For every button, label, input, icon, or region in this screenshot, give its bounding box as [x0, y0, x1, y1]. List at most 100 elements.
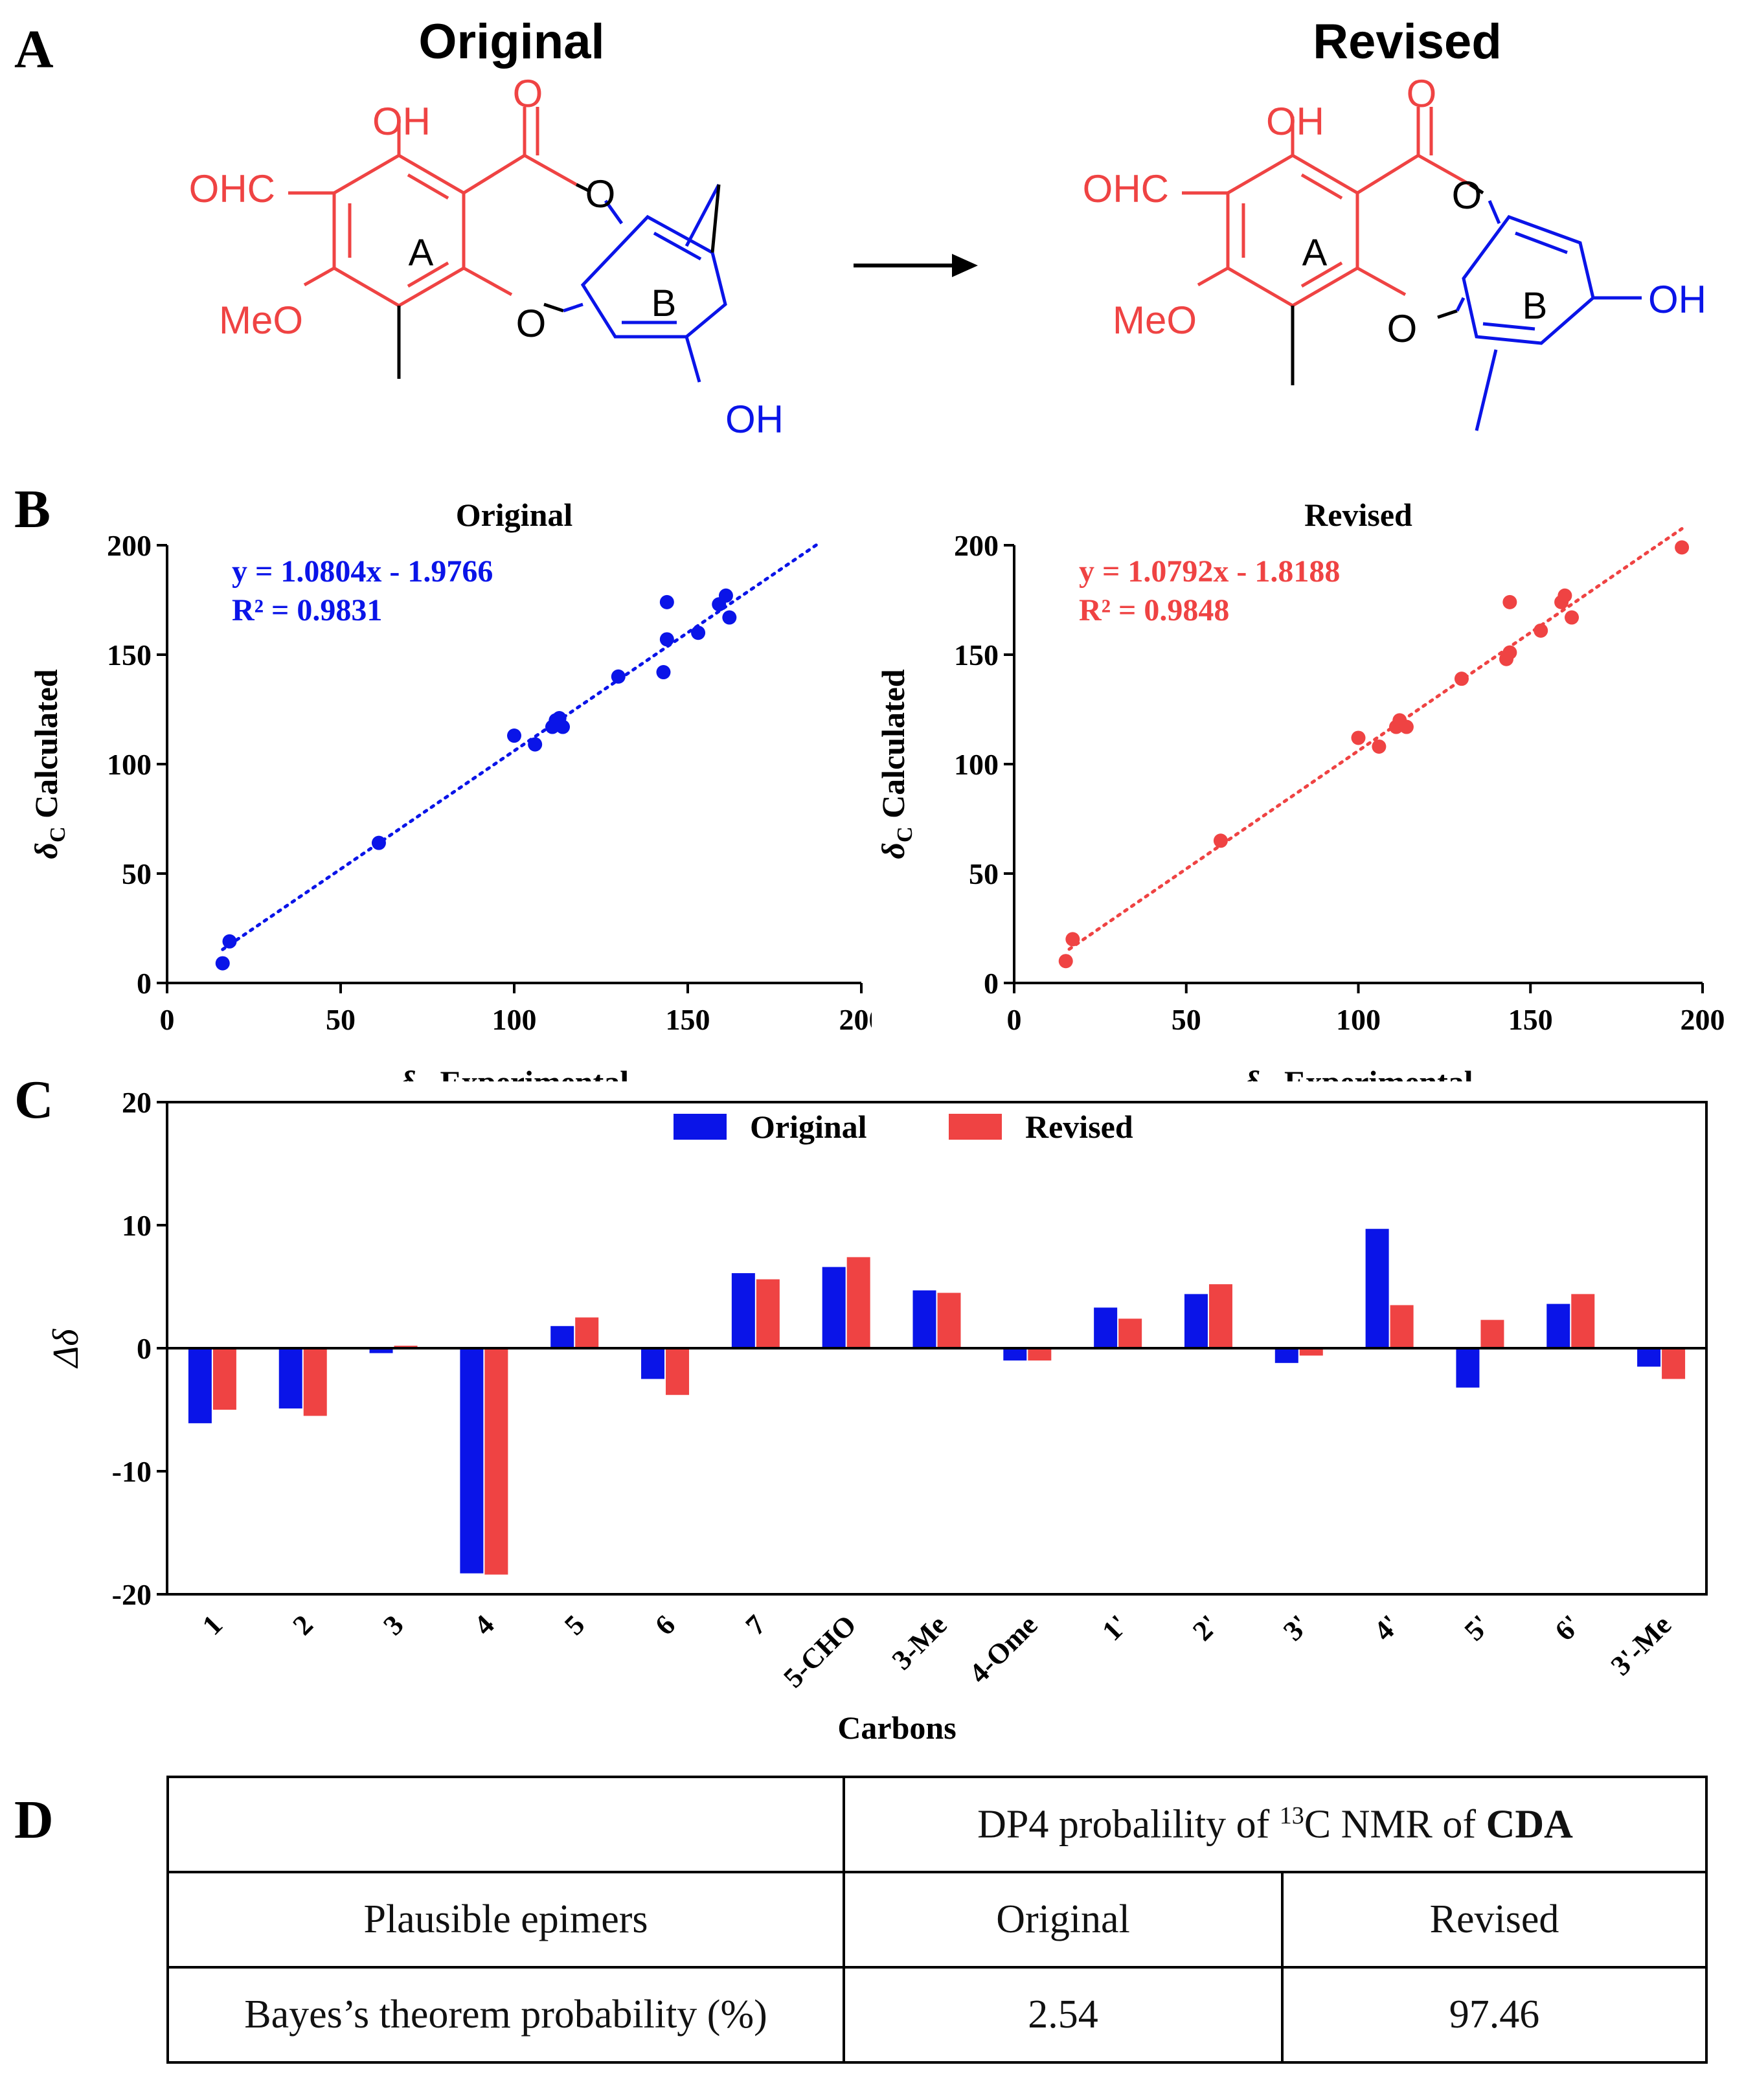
- table-row: Plausible epimers Original Revised: [166, 1871, 1708, 1969]
- bar: [188, 1348, 212, 1423]
- data-point: [1502, 594, 1517, 609]
- table-cell: Revised: [1281, 1871, 1708, 1969]
- x-tick-label: 2: [287, 1609, 319, 1641]
- trend-equation: y = 1.0792x - 1.8188: [1079, 554, 1340, 589]
- revised-oh-top: OH: [1266, 100, 1324, 143]
- bar: [822, 1267, 846, 1348]
- y-tick-label: 0: [137, 967, 152, 1000]
- revised-oh-right: OH: [1648, 278, 1706, 321]
- data-point: [1351, 730, 1366, 745]
- bar: [1118, 1318, 1142, 1348]
- y-tick-label: 50: [969, 857, 999, 890]
- axis-delta-symbol: δ: [400, 1064, 416, 1081]
- data-point: [222, 934, 237, 949]
- data-point: [659, 594, 674, 609]
- y-tick-label: 20: [122, 1086, 152, 1119]
- bar: [1662, 1348, 1686, 1379]
- table-header-row: DP4 probalility of 13C NMR of CDA: [166, 1776, 1708, 1873]
- original-ohc: OHC: [189, 167, 275, 210]
- bar: [212, 1348, 236, 1410]
- legend-swatch: [674, 1114, 727, 1140]
- data-point: [556, 719, 571, 734]
- data-point: [659, 632, 674, 647]
- original-ring-a: [288, 107, 578, 308]
- x-tick-label: 100: [1336, 1003, 1381, 1036]
- legend-label: Original: [750, 1109, 867, 1145]
- trend-line: [221, 543, 818, 951]
- legend-label: Revised: [1025, 1109, 1133, 1145]
- data-point: [718, 588, 733, 603]
- axis-delta-symbol: δ: [28, 842, 64, 859]
- axis-delta-symbol: δ: [1243, 1064, 1260, 1081]
- revised-ether-o: O: [1387, 307, 1418, 350]
- revised-ring-a: [1182, 107, 1471, 308]
- chart-title: Revised: [1304, 497, 1412, 533]
- x-tick-label: 3-Me: [886, 1609, 953, 1676]
- bar: [460, 1348, 484, 1574]
- data-point: [611, 669, 626, 684]
- y-tick-label: -10: [112, 1455, 152, 1488]
- x-tick-label: 1': [1096, 1609, 1134, 1647]
- panel-b-letter: B: [14, 479, 51, 539]
- x-tick-label: 5': [1458, 1609, 1497, 1647]
- bar: [1637, 1348, 1661, 1367]
- y-tick-label: 150: [954, 638, 999, 672]
- y-tick-label: 10: [122, 1209, 152, 1242]
- data-point: [528, 737, 543, 752]
- data-point: [1399, 719, 1414, 734]
- original-oh-bottom: OH: [725, 398, 784, 441]
- x-tick-label: 1: [196, 1609, 229, 1641]
- table-cell: Original: [842, 1871, 1284, 1969]
- y-tick-label: 100: [107, 748, 152, 781]
- bar: [1003, 1348, 1027, 1360]
- legend-swatch: [949, 1114, 1002, 1140]
- bar: [1365, 1228, 1389, 1348]
- original-ring-b-label: B: [651, 282, 677, 324]
- x-tick-label: 50: [326, 1003, 356, 1036]
- y-tick-label: 100: [954, 748, 999, 781]
- bar: [369, 1348, 393, 1353]
- bar: [1208, 1284, 1232, 1348]
- table-cell: 97.46: [1281, 1966, 1708, 2064]
- x-tick-label: 5: [558, 1609, 591, 1641]
- dp4-table: DP4 probalility of 13C NMR of CDA Plausi…: [166, 1776, 1708, 2064]
- data-point: [1213, 833, 1228, 848]
- bar: [937, 1293, 961, 1348]
- x-tick-label: 2': [1186, 1609, 1225, 1647]
- x-tick-label: 7: [740, 1609, 772, 1641]
- original-ring-a-label: A: [409, 232, 434, 274]
- original-ester-o: O: [585, 172, 616, 216]
- reaction-arrow: [854, 254, 978, 277]
- x-tick-label: 0: [1007, 1003, 1022, 1036]
- original-carbonyl-o: O: [513, 72, 543, 115]
- data-point: [656, 665, 671, 680]
- data-point: [1557, 588, 1572, 603]
- x-tick-label: 6: [649, 1609, 681, 1641]
- y-tick-label: 150: [107, 638, 152, 672]
- axis-delta-symbol: δ: [875, 842, 911, 859]
- r-squared: R² = 0.9831: [232, 593, 382, 627]
- data-point: [507, 728, 521, 743]
- axis-label-text: Calculated: [28, 669, 64, 826]
- header-compound: CDA: [1486, 1802, 1573, 1847]
- bar: [550, 1326, 574, 1348]
- table-header-cell: DP4 probalility of 13C NMR of CDA: [843, 1776, 1708, 1873]
- bar: [1480, 1320, 1504, 1348]
- y-tick-label: -20: [112, 1578, 152, 1611]
- panel-a-letter: A: [14, 19, 54, 80]
- data-point: [1065, 932, 1080, 947]
- scatter-chart-original: Original050100150200050100150200δC Exper…: [28, 497, 872, 1081]
- data-point: [1502, 645, 1517, 660]
- x-tick-label: 100: [492, 1003, 537, 1036]
- bar: [575, 1317, 599, 1348]
- bar: [1094, 1307, 1118, 1348]
- x-tick-label: 4': [1368, 1609, 1406, 1647]
- revised-structure-title: Revised: [1313, 14, 1502, 69]
- x-tick-label: 3': [1277, 1609, 1315, 1647]
- axis-label-text: Experimental: [1276, 1064, 1473, 1081]
- revised-carbonyl-o: O: [1407, 72, 1437, 115]
- original-structure-title: Original: [418, 14, 604, 69]
- y-tick-label: 0: [984, 967, 999, 1000]
- data-point: [1372, 739, 1387, 754]
